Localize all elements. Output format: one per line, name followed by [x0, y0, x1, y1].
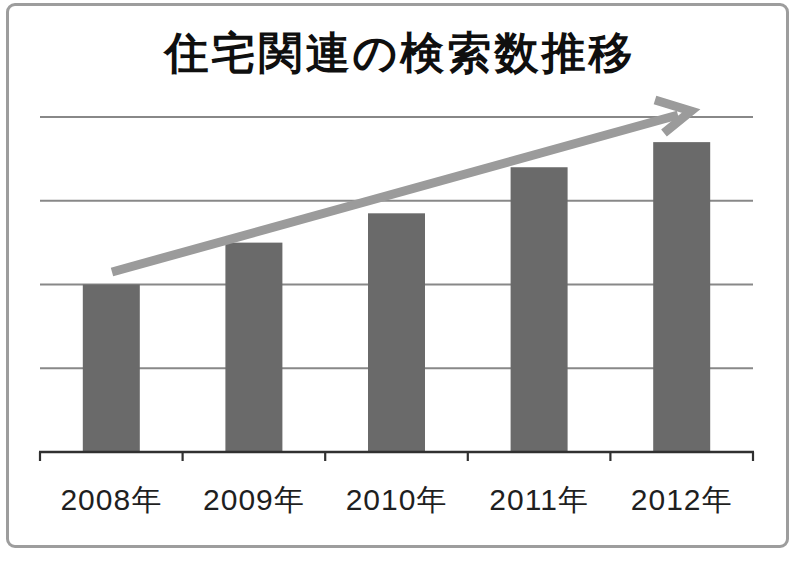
bar-2012年 [653, 142, 710, 452]
x-axis-label-2012年: 2012年 [631, 480, 733, 521]
bar-2008年 [83, 285, 140, 453]
bar-2009年 [225, 243, 282, 452]
x-axis-label-2011年: 2011年 [489, 480, 589, 521]
chart-canvas: 住宅関連の検索数推移 2008年2009年2010年2011年2012年 [0, 0, 800, 563]
bar-2011年 [511, 167, 568, 452]
x-axis-label-2009年: 2009年 [203, 480, 305, 521]
x-axis-label-2008年: 2008年 [60, 480, 162, 521]
bar-chart-plot [0, 0, 800, 563]
x-axis-label-2010年: 2010年 [346, 480, 448, 521]
bar-2010年 [368, 213, 425, 452]
